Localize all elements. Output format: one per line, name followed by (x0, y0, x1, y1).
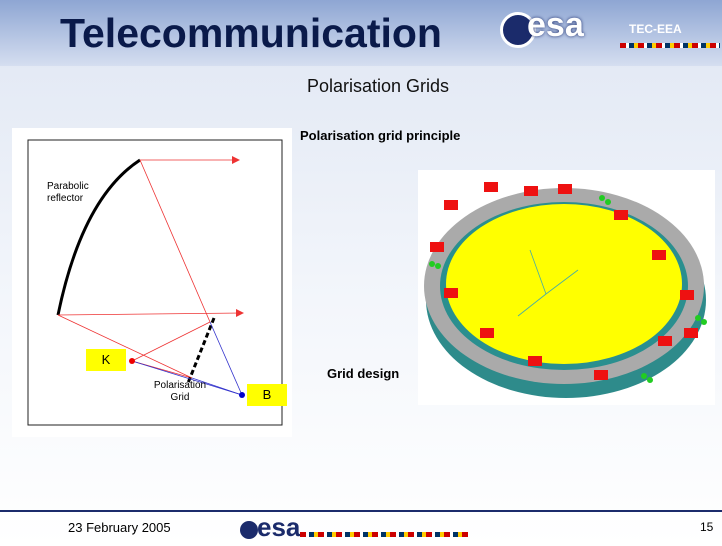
arrowhead (236, 309, 244, 317)
fixtures (435, 263, 441, 269)
clamps (444, 288, 458, 298)
clamps (444, 200, 458, 210)
page-number: 15 (700, 520, 713, 534)
slide: Telecommunication esa TEC-EEA Polarisati… (0, 0, 722, 546)
clamps (558, 184, 572, 194)
fixtures (647, 377, 653, 383)
arrowhead (232, 156, 240, 164)
fixtures (429, 261, 435, 267)
clamps (614, 210, 628, 220)
header-logo: esa (527, 6, 584, 45)
grid-line (188, 318, 214, 383)
design-heading: Grid design (327, 366, 399, 381)
rays (58, 313, 242, 315)
principle-heading: Polarisation grid principle (300, 128, 460, 143)
slide-title: Telecommunication (60, 10, 442, 57)
reflector-label: Parabolic reflector (47, 181, 107, 205)
clamps (528, 356, 542, 366)
clamps (480, 328, 494, 338)
footer-line (0, 510, 722, 512)
b-source (239, 392, 245, 398)
flag-strip (620, 43, 720, 48)
rays (140, 160, 210, 322)
clamps (524, 186, 538, 196)
clamps (680, 290, 694, 300)
clamps (658, 336, 672, 346)
fixtures (599, 195, 605, 201)
clamps (594, 370, 608, 380)
footer-flags (300, 532, 470, 537)
k-label: K (86, 349, 126, 371)
fixtures (605, 199, 611, 205)
clamps (484, 182, 498, 192)
fixtures (641, 373, 647, 379)
footer-date: 23 February 2005 (68, 520, 171, 535)
grid-surface (446, 204, 682, 364)
b-label: B (247, 384, 287, 406)
clamps (684, 328, 698, 338)
blue-rays (210, 322, 242, 395)
division: TEC-EEA (629, 22, 682, 36)
fixtures (695, 315, 701, 321)
grid-design-image (418, 170, 715, 405)
footer-logo-circle (240, 521, 258, 539)
subtitle: Polarisation Grids (307, 76, 449, 97)
k-source (129, 358, 135, 364)
grid-label: Polarisation Grid (148, 380, 212, 404)
clamps (430, 242, 444, 252)
footer-logo: esa (257, 512, 300, 543)
fixtures (701, 319, 707, 325)
clamps (652, 250, 666, 260)
